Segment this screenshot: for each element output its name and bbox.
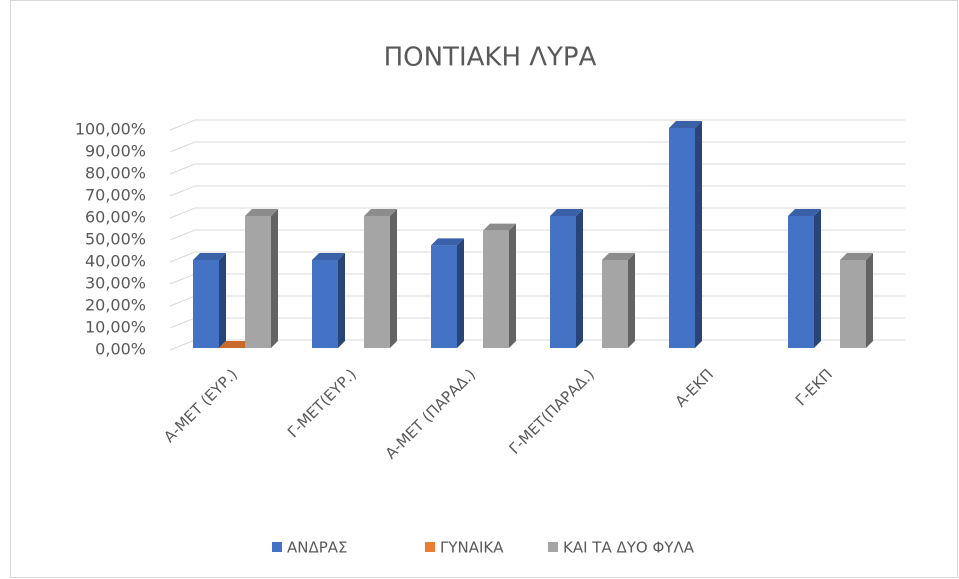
y-tick-label: 10,00%	[85, 318, 146, 337]
bar	[245, 216, 271, 348]
y-tick-label: 0,00%	[95, 340, 146, 359]
bar-side	[628, 253, 635, 348]
bar	[550, 216, 576, 348]
bar-side	[814, 209, 821, 348]
bar-top	[193, 253, 226, 260]
legend-swatch	[548, 542, 558, 552]
bar-top	[312, 253, 345, 260]
bar-side	[576, 209, 583, 348]
bar	[483, 230, 509, 348]
legend-label: ΑΝΔΡΑΣ	[287, 539, 348, 557]
bar-side	[695, 121, 702, 348]
legend-swatch	[425, 542, 435, 552]
y-tick-label: 40,00%	[85, 252, 146, 271]
y-tick-label: 20,00%	[85, 296, 146, 315]
bar	[431, 245, 457, 348]
bar	[312, 260, 338, 348]
y-tick-label: 90,00%	[85, 142, 146, 161]
bar-top	[602, 253, 635, 260]
legend-swatch	[272, 542, 282, 552]
bar	[602, 260, 628, 348]
bar	[788, 216, 814, 348]
bar	[193, 260, 219, 348]
bar-top	[245, 209, 278, 216]
chart-title: ΠΟΝΤΙΑΚΗ ΛΥΡΑ	[384, 43, 597, 73]
bar-top	[669, 121, 702, 128]
grid-line	[169, 119, 905, 131]
bar-side	[390, 209, 397, 348]
y-tick-label: 60,00%	[85, 208, 146, 227]
grid-line	[169, 229, 905, 241]
legend-label: ΚΑΙ ΤΑ ΔΥΟ ΦΥΛΑ	[563, 539, 695, 557]
bar-top	[788, 209, 821, 216]
grid-line	[169, 141, 905, 153]
bar-side	[271, 209, 278, 348]
bar-side	[338, 253, 345, 348]
bar	[669, 128, 695, 348]
bar-top	[431, 238, 464, 246]
grid-line	[169, 163, 905, 175]
bar-side	[509, 223, 516, 348]
y-tick-label: 70,00%	[85, 186, 146, 205]
bar-side	[219, 253, 226, 348]
grid-line	[169, 185, 905, 197]
bar-top	[364, 209, 397, 216]
grid-line	[169, 251, 905, 263]
bar-top	[550, 209, 583, 216]
bar-side	[866, 253, 873, 348]
bar-top	[483, 223, 516, 231]
y-tick-label: 80,00%	[85, 164, 146, 183]
bar-side	[457, 238, 464, 348]
bar-top	[840, 253, 873, 260]
y-tick-label: 30,00%	[85, 274, 146, 293]
legend-label: ΓΥΝΑΙΚΑ	[440, 539, 504, 557]
grid-line	[169, 207, 905, 219]
bar-top	[219, 341, 252, 348]
y-tick-label: 100,00%	[75, 120, 146, 139]
bar	[364, 216, 390, 348]
bar	[840, 260, 866, 348]
y-tick-label: 50,00%	[85, 230, 146, 249]
